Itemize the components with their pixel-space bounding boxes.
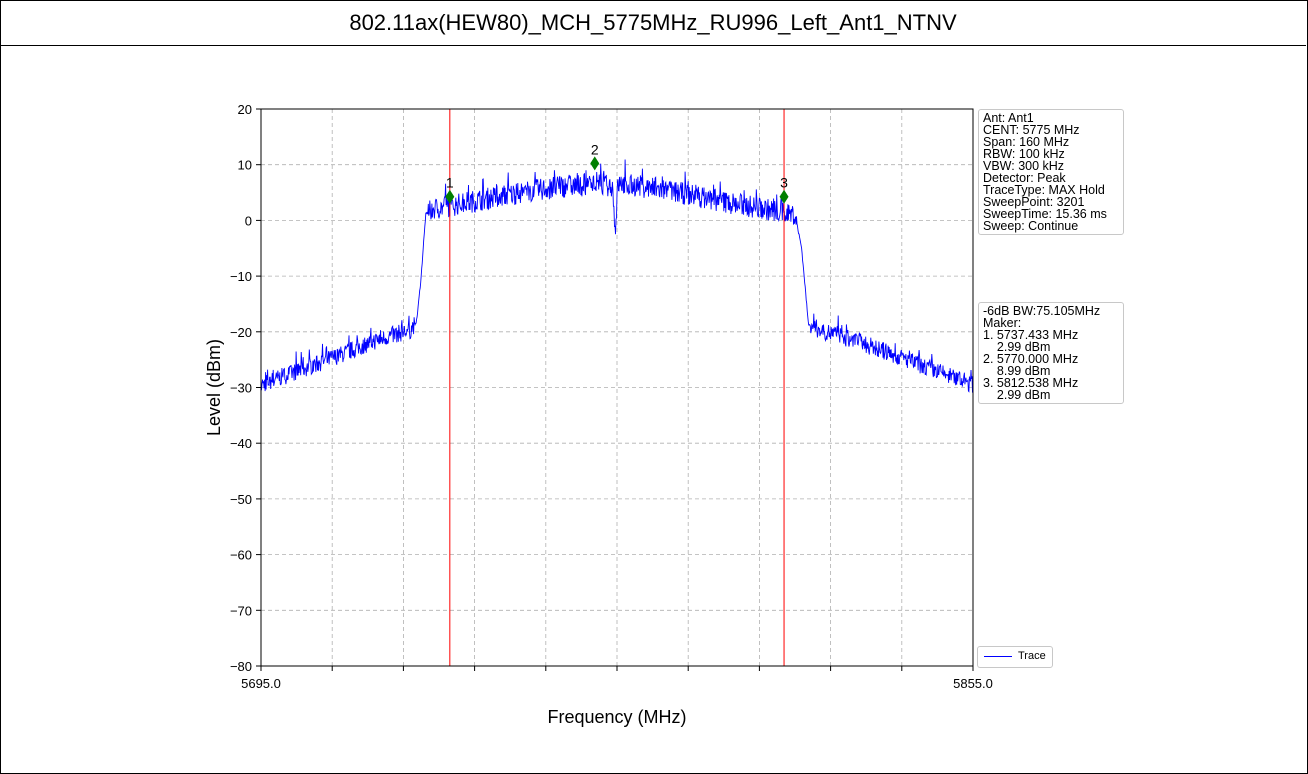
info-line: 3. 5812.538 MHz [983,376,1079,390]
info-line: SweepTime: 15.36 ms [983,207,1107,221]
y-tick-label: −10 [230,269,252,284]
x-tick-label: 5855.0 [953,676,993,691]
info-line: Maker: [983,316,1022,330]
marker-point [779,189,789,204]
info-line: CENT: 5775 MHz [983,123,1080,137]
info-line: -6dB BW:75.105MHz [983,304,1101,318]
info-line: Span: 160 MHz [983,135,1070,149]
legend: Trace [977,646,1053,668]
y-tick-label: −80 [230,659,252,674]
marker-point [590,156,600,171]
y-tick-label: −60 [230,548,252,563]
marker-label: 1 [446,175,454,191]
marker-readout-box: -6dB BW:75.105MHz Maker: 1. 5737.433 MHz 2… [978,302,1124,404]
chart-title: 802.11ax(HEW80)_MCH_5775MHz_RU996_Left_A… [0,0,1306,46]
info-line: 2. 5770.000 MHz [983,352,1079,366]
info-line: Sweep: Continue [983,219,1079,233]
info-line: 2.99 dBm [983,340,1051,354]
y-tick-label: −20 [230,325,252,340]
y-tick-label: 0 [245,213,252,228]
y-tick-label: −70 [230,603,252,618]
info-line: Detector: Peak [983,171,1066,185]
x-tick-label: 5695.0 [241,676,281,691]
y-tick-label: −50 [230,492,252,507]
info-line: 1. 5737.433 MHz [983,328,1079,342]
marker-label: 2 [591,141,599,157]
info-line: 8.99 dBm [983,364,1051,378]
y-axis-label: Level (dBm) [204,339,224,436]
y-tick-label: 10 [238,158,252,173]
marker-label: 3 [780,175,788,191]
y-tick-label: −30 [230,381,252,396]
marker-point [445,189,455,204]
y-tick-label: 20 [238,102,252,117]
y-tick-label: −40 [230,436,252,451]
info-line: TraceType: MAX Hold [983,183,1105,197]
info-line: SweepPoint: 3201 [983,195,1085,209]
trace-layer [260,159,974,393]
x-axis-label: Frequency (MHz) [547,707,686,727]
legend-trace-swatch [984,656,1012,657]
info-line: Ant: Ant1 [983,111,1034,125]
trace-series-line [260,159,974,393]
axis-layer: 5695.0 5855.0 20 10 0 −10 −20 −30 −40 −50 −60 −70 −8… [230,102,993,691]
instrument-settings-box: Ant: Ant1 CENT: 5775 MHz Span: 160 MHz RBW:… [978,109,1124,235]
info-line: 2.99 dBm [983,388,1051,402]
legend-label-trace: Trace [1018,650,1046,662]
markers-layer: 1 2 3 [445,141,789,204]
info-line: RBW: 100 kHz [983,147,1065,161]
info-line: VBW: 300 kHz [983,159,1065,173]
